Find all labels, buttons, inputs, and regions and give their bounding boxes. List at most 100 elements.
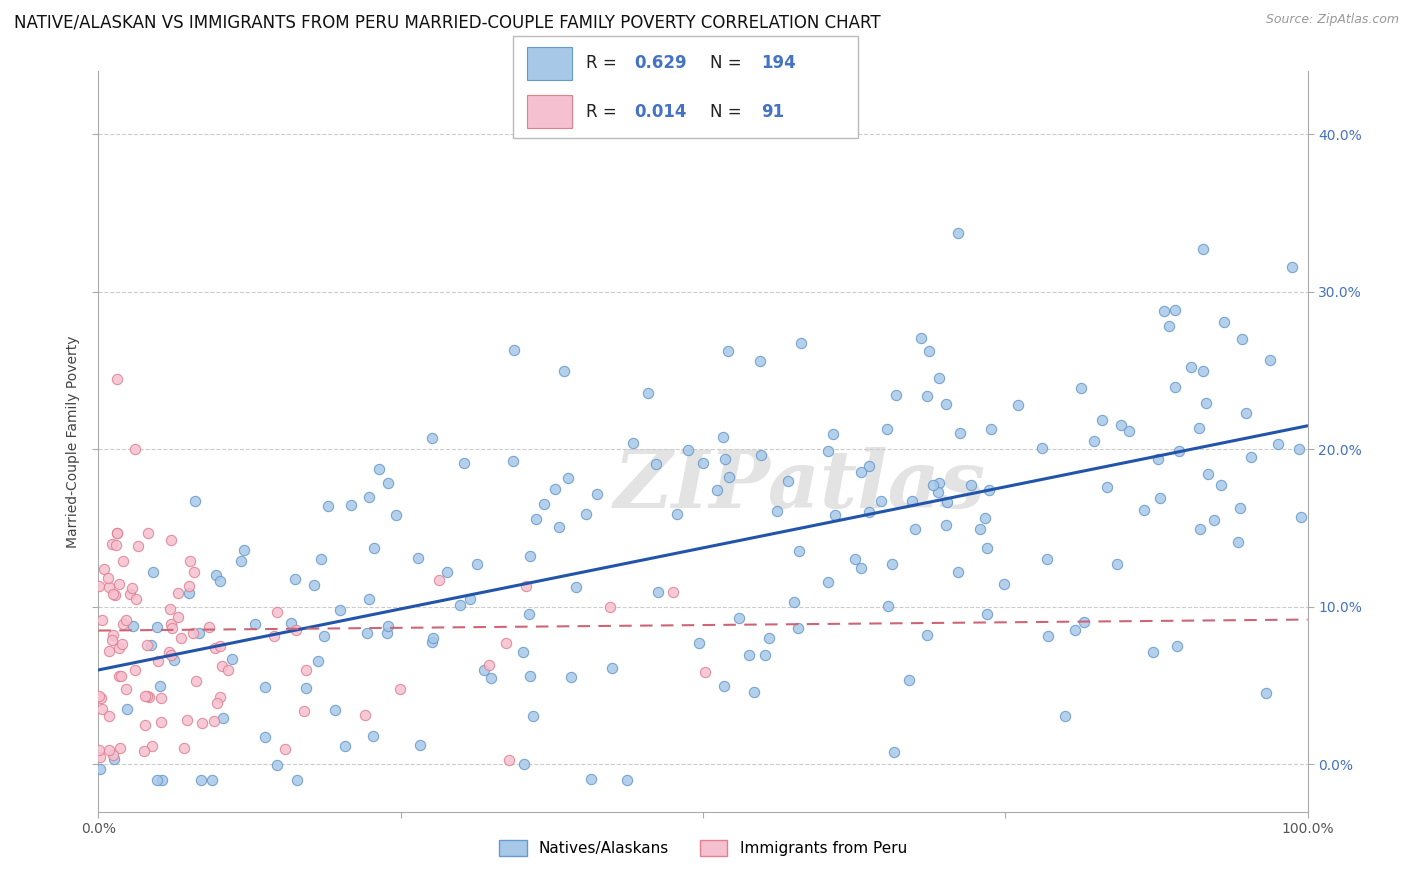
Point [160,648,183,662]
Point [177,586,200,600]
Point [91,702,114,716]
Point [266,605,288,619]
Point [1254,686,1277,700]
Point [1230,332,1253,346]
Point [105,525,128,540]
Point [316,500,339,514]
Point [495,636,517,650]
Point [1188,420,1211,434]
Point [356,625,378,640]
Point [977,483,1000,498]
Text: 194: 194 [761,54,796,72]
Point [361,729,384,743]
Point [960,478,983,492]
Point [621,435,644,450]
Point [1105,557,1128,571]
Point [688,635,710,649]
Point [184,673,207,688]
Point [886,388,908,402]
Point [201,773,224,788]
Point [146,654,169,668]
Point [375,625,398,640]
Point [409,738,432,752]
Point [363,541,385,556]
Point [93,562,115,576]
Point [157,644,180,658]
Point [285,773,308,788]
Point [599,599,621,614]
Point [918,343,941,358]
Point [821,426,844,441]
Text: NATIVE/ALASKAN VS IMMIGRANTS FROM PERU MARRIED-COUPLE FAMILY POVERTY CORRELATION: NATIVE/ALASKAN VS IMMIGRANTS FROM PERU M… [14,13,880,31]
Point [921,478,943,492]
Point [173,741,195,756]
Point [870,494,893,508]
Point [749,448,772,462]
Point [1239,450,1261,464]
Point [1149,491,1171,505]
Point [1095,480,1118,494]
Point [1147,451,1170,466]
Point [1267,437,1289,451]
Text: 0.014: 0.014 [634,103,686,120]
Point [754,648,776,662]
Point [1038,629,1060,643]
Point [420,635,443,649]
Point [946,566,969,580]
Point [149,715,172,730]
Point [357,490,380,504]
Point [949,425,972,440]
Point [368,462,391,476]
Point [111,616,134,631]
Point [101,587,124,601]
Point [97,643,120,657]
Point [115,701,138,715]
Text: 91: 91 [761,103,785,120]
Point [103,752,125,766]
Point [479,672,502,686]
Point [1234,406,1257,420]
Point [111,637,134,651]
Point [742,685,765,699]
Point [229,554,252,568]
Point [478,657,501,672]
Point [89,579,111,593]
Point [163,652,186,666]
Point [512,645,534,659]
Point [522,709,544,723]
Point [692,456,714,470]
Point [513,757,536,772]
Point [579,772,602,786]
Point [263,629,285,643]
Point [738,648,761,663]
Point [616,773,638,788]
Point [114,682,136,697]
Point [280,616,302,631]
Text: N =: N = [710,54,747,72]
Point [1031,441,1053,455]
Point [422,631,444,645]
Point [787,544,810,558]
Point [406,551,429,566]
Point [533,497,555,511]
Point [266,758,288,772]
Point [1192,242,1215,256]
Point [1133,503,1156,517]
Point [181,626,204,640]
Point [718,470,741,484]
Point [136,689,159,703]
Point [233,542,256,557]
Point [121,619,143,633]
Point [323,703,346,717]
Point [329,603,352,617]
Point [101,537,124,551]
Point [377,619,399,633]
Point [758,632,780,646]
Point [974,510,997,524]
Point [787,621,810,635]
Point [108,741,131,756]
Point [1118,425,1140,439]
Point [141,739,163,754]
Point [205,568,228,582]
Point [676,443,699,458]
